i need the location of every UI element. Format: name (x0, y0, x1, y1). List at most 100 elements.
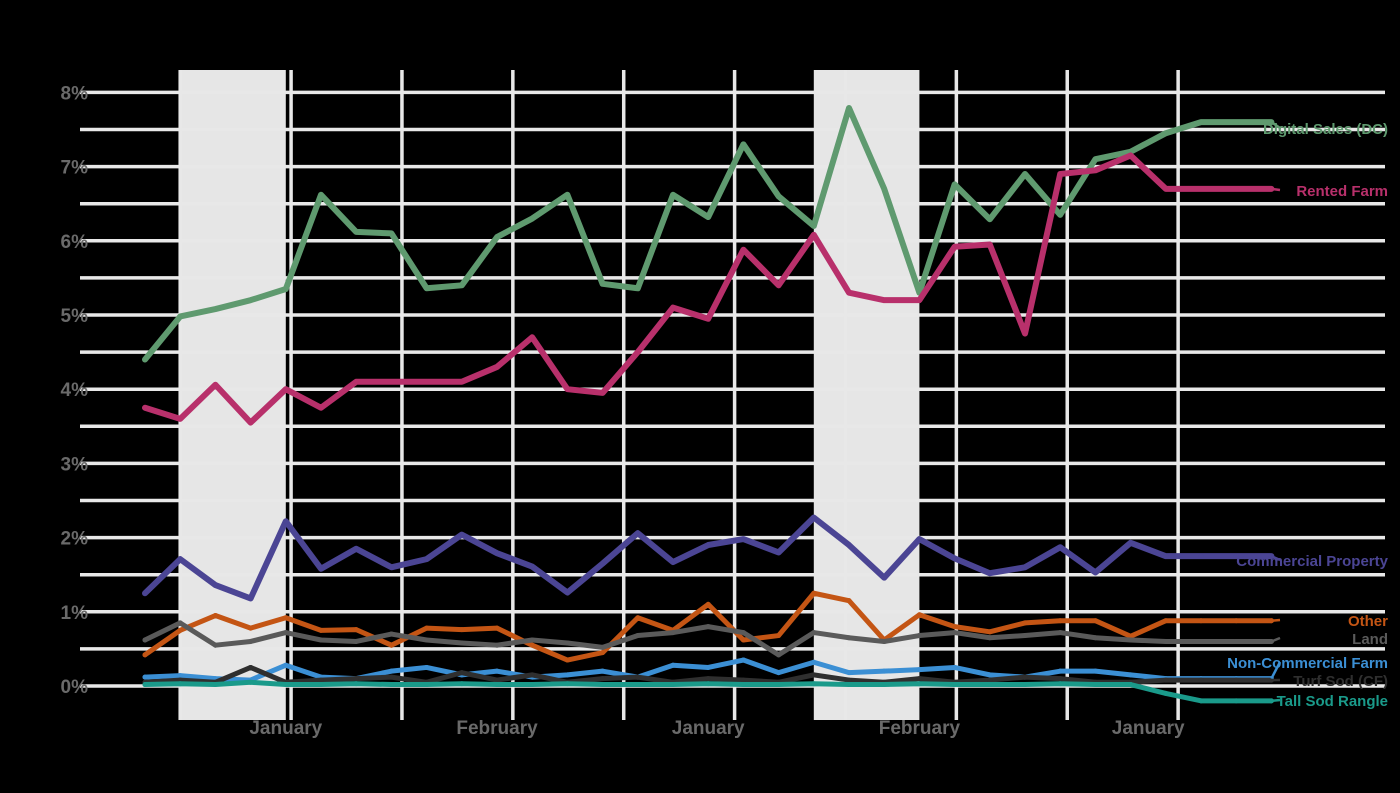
data-point-rented-farm (1093, 168, 1098, 173)
data-point-turf-sod-cf- (495, 678, 500, 683)
data-point-rented-farm (143, 405, 148, 410)
data-point-other (1023, 620, 1028, 625)
data-point-other (389, 643, 394, 648)
data-point-land (882, 639, 887, 644)
data-point-commercial-property (1128, 540, 1133, 545)
data-point-commercial-property (847, 543, 852, 548)
data-point-turf-sod-cf- (319, 678, 324, 683)
data-point-tall-sod-rangle (495, 682, 500, 687)
data-point-other (776, 633, 781, 638)
data-point-digital-sales-dc- (1093, 157, 1098, 162)
y-tick-label: 3% (61, 454, 89, 475)
data-point-tall-sod-rangle (1093, 682, 1098, 687)
data-point-non-commercial-farm (952, 665, 957, 670)
data-point-digital-sales-dc- (600, 281, 605, 286)
data-point-commercial-property (1093, 570, 1098, 575)
data-point-non-commercial-farm (882, 669, 887, 674)
data-point-digital-sales-dc- (248, 298, 253, 303)
data-point-turf-sod-cf- (917, 676, 922, 681)
y-axis-ticks: 0%1%2%3%4%5%6%7%8% (61, 83, 89, 698)
data-point-non-commercial-farm (424, 665, 429, 670)
data-point-land (283, 630, 288, 635)
data-point-digital-sales-dc- (1199, 120, 1204, 125)
data-point-land (459, 640, 464, 645)
data-point-tall-sod-rangle (917, 681, 922, 686)
data-point-rented-farm (459, 379, 464, 384)
data-point-rented-farm (495, 364, 500, 369)
data-point-rented-farm (1023, 331, 1028, 336)
data-point-land (1199, 639, 1204, 644)
data-point-turf-sod-cf- (1023, 675, 1028, 680)
data-point-digital-sales-dc- (1234, 120, 1239, 125)
data-point-tall-sod-rangle (1128, 682, 1133, 687)
data-point-land (1093, 635, 1098, 640)
data-point-tall-sod-rangle (706, 681, 711, 686)
data-point-digital-sales-dc- (1058, 212, 1063, 217)
data-point-digital-sales-dc- (671, 192, 676, 197)
data-point-commercial-property (248, 596, 253, 601)
data-point-tall-sod-rangle (741, 682, 746, 687)
data-point-tall-sod-rangle (671, 682, 676, 687)
data-point-rented-farm (671, 305, 676, 310)
data-point-other (917, 612, 922, 617)
data-point-other (811, 591, 816, 596)
series-label-non-commercial-farm: Non-Commercial Farm (1227, 655, 1388, 672)
data-point-turf-sod-cf- (389, 675, 394, 680)
data-point-rented-farm (565, 387, 570, 392)
data-point-digital-sales-dc- (283, 287, 288, 292)
data-point-non-commercial-farm (143, 675, 148, 680)
data-point-commercial-property (952, 556, 957, 561)
data-point-tall-sod-rangle (1234, 698, 1239, 703)
data-point-tall-sod-rangle (847, 682, 852, 687)
data-point-other (1058, 618, 1063, 623)
data-point-tall-sod-rangle (1199, 698, 1204, 703)
data-point-other (847, 598, 852, 603)
data-point-non-commercial-farm (811, 660, 816, 665)
data-point-rented-farm (530, 335, 535, 340)
data-point-commercial-property (495, 551, 500, 556)
data-point-land (1163, 639, 1168, 644)
data-point-non-commercial-farm (1093, 669, 1098, 674)
data-point-other (1163, 618, 1168, 623)
data-point-non-commercial-farm (987, 672, 992, 677)
data-point-tall-sod-rangle (143, 682, 148, 687)
data-point-land (1058, 630, 1063, 635)
data-point-tall-sod-rangle (987, 682, 992, 687)
data-point-commercial-property (671, 560, 676, 565)
data-point-digital-sales-dc- (1023, 172, 1028, 177)
data-point-land (635, 633, 640, 638)
data-point-tall-sod-rangle (952, 682, 957, 687)
data-point-tall-sod-rangle (1058, 681, 1063, 686)
data-point-turf-sod-cf- (1058, 676, 1063, 681)
data-point-tall-sod-rangle (248, 680, 253, 685)
y-tick-label: 6% (61, 232, 89, 253)
data-point-other (1234, 618, 1239, 623)
data-point-land (424, 637, 429, 642)
data-point-rented-farm (917, 298, 922, 303)
data-point-non-commercial-farm (178, 673, 183, 678)
data-point-other (706, 602, 711, 607)
data-point-commercial-property (565, 590, 570, 595)
data-point-commercial-property (741, 537, 746, 542)
data-point-land (847, 635, 852, 640)
data-point-commercial-property (882, 575, 887, 580)
data-point-commercial-property (776, 550, 781, 555)
data-point-commercial-property (213, 583, 218, 588)
data-point-turf-sod-cf- (811, 672, 816, 677)
data-point-non-commercial-farm (776, 670, 781, 675)
data-point-land (741, 630, 746, 635)
data-point-land (776, 652, 781, 657)
data-point-non-commercial-farm (495, 669, 500, 674)
data-point-other (741, 637, 746, 642)
data-point-rented-farm (741, 247, 746, 252)
data-point-rented-farm (1163, 186, 1168, 191)
data-point-land (917, 633, 922, 638)
data-point-digital-sales-dc- (143, 357, 148, 362)
data-point-digital-sales-dc- (565, 192, 570, 197)
y-tick-label: 1% (61, 603, 89, 624)
data-point-turf-sod-cf- (1163, 678, 1168, 683)
data-point-tall-sod-rangle (565, 681, 570, 686)
data-point-other (178, 628, 183, 633)
data-point-digital-sales-dc- (459, 283, 464, 288)
x-tick-label: February (879, 718, 961, 739)
